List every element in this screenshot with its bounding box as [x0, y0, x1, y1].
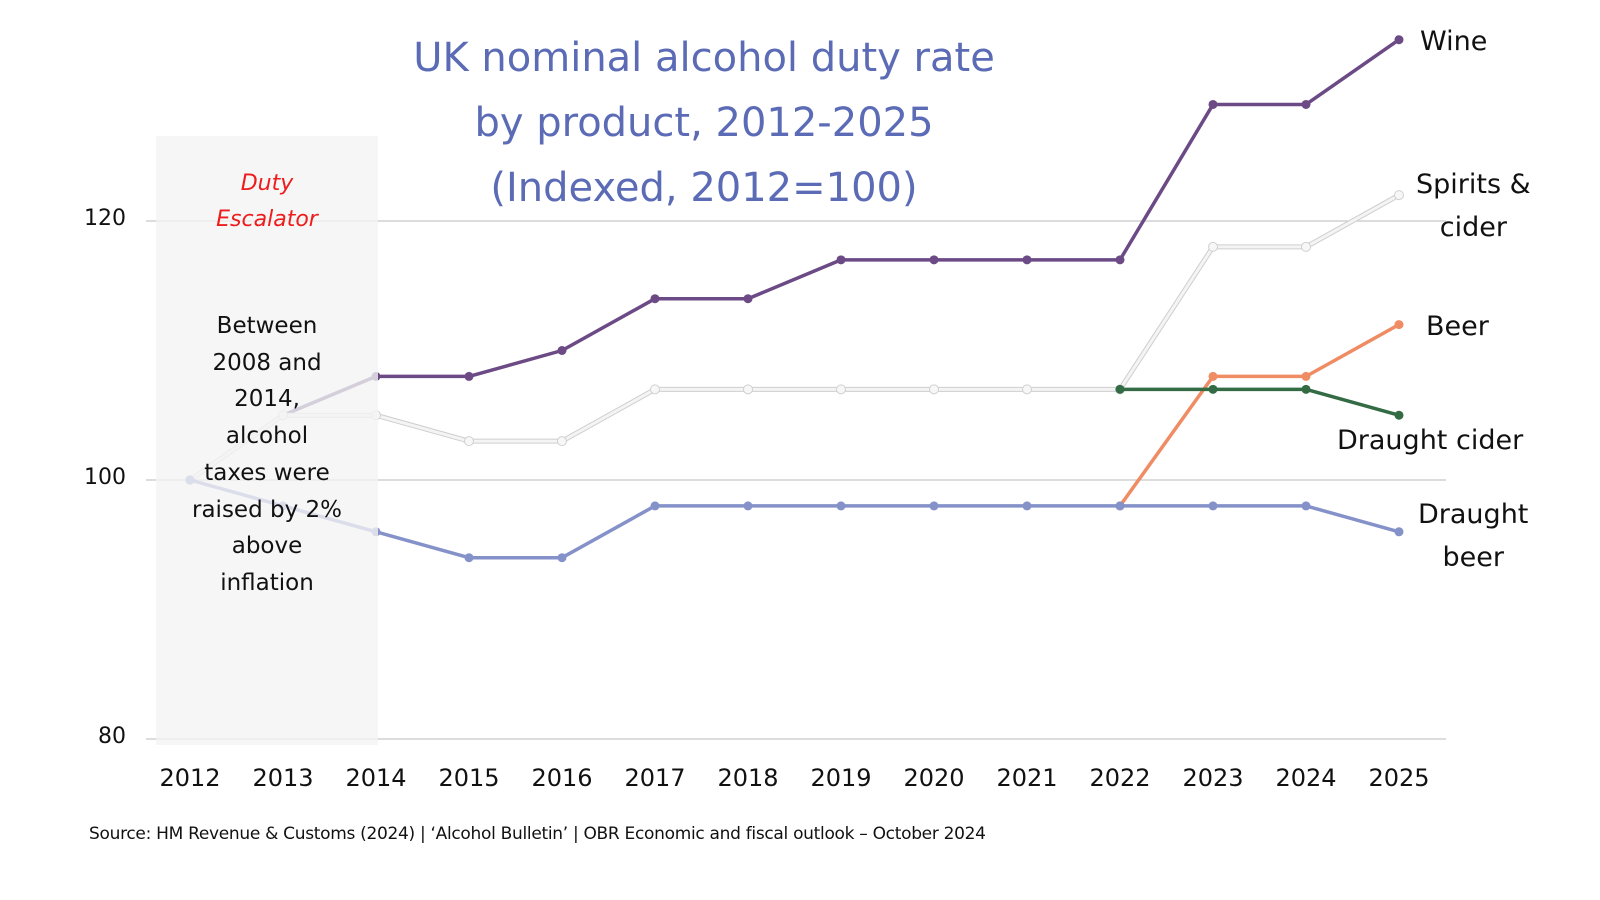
y-tick-label: 120 [84, 206, 126, 231]
x-tick-label: 2017 [624, 764, 686, 792]
data-point [1115, 255, 1125, 265]
data-point [464, 436, 474, 447]
chart-title-line: by product, 2012-2025 [474, 100, 934, 146]
series-line [189, 38, 1400, 482]
data-point [1394, 320, 1404, 330]
x-tick-label: 2019 [810, 764, 872, 792]
data-point [1208, 371, 1218, 381]
y-tick-label: 80 [98, 724, 126, 749]
data-point [1394, 527, 1404, 537]
x-tick-label: 2018 [717, 764, 779, 792]
data-point [1208, 99, 1218, 109]
duty-escalator-heading-line: Escalator [216, 207, 318, 232]
data-point [1301, 371, 1311, 381]
series-line [189, 478, 1400, 560]
data-point [743, 294, 753, 304]
duty-escalator-heading-line: Duty [240, 171, 294, 196]
x-tick-label: 2023 [1182, 764, 1244, 792]
data-point [1208, 501, 1218, 511]
x-tick-label: 2024 [1275, 764, 1337, 792]
data-point [1301, 501, 1311, 511]
x-tick-label: 2016 [531, 764, 593, 792]
data-point [464, 371, 474, 381]
data-point [650, 501, 660, 511]
duty-escalator-region [156, 136, 378, 745]
data-point [836, 384, 846, 395]
data-point [1301, 99, 1311, 109]
series-label-spirits-cider: Spirits & cider [1416, 163, 1531, 249]
data-point [929, 501, 939, 511]
data-point [836, 501, 846, 511]
series-lines [185, 35, 1404, 563]
data-point [1394, 35, 1404, 45]
chart-title: UK nominal alcohol duty rate by product,… [354, 26, 1054, 221]
data-point [1115, 501, 1125, 511]
duty-escalator-shade [156, 136, 378, 745]
data-point [743, 501, 753, 511]
note-line: 2008 and [212, 349, 322, 376]
data-point [650, 384, 660, 395]
note-line: 2014, [234, 386, 300, 413]
note-line: above [231, 533, 303, 560]
series-label-line: Wine [1420, 26, 1488, 57]
duty-escalator-note: Between 2008 and 2014, alcohol taxes wer… [171, 308, 363, 602]
data-point [557, 346, 567, 355]
data-point [743, 384, 753, 395]
series-draught-beer [185, 475, 1404, 563]
series-label-line: cider [1439, 212, 1507, 243]
data-point [464, 553, 474, 563]
series-draught-cider [1115, 384, 1404, 420]
note-line: alcohol [225, 423, 309, 450]
note-line: taxes were [204, 459, 330, 486]
note-line: Between [216, 313, 318, 339]
x-tick-label: 2015 [438, 764, 500, 792]
data-point [1301, 384, 1311, 394]
series-label-beer: Beer [1426, 305, 1489, 348]
x-tick-label: 2021 [996, 764, 1058, 792]
data-point [1022, 384, 1032, 395]
data-point [1301, 241, 1311, 252]
series-line [1118, 323, 1400, 507]
data-point [1394, 190, 1404, 201]
note-line: raised by 2% [192, 496, 342, 523]
data-point [1115, 384, 1125, 394]
x-tick-label: 2013 [252, 764, 314, 792]
data-point [929, 384, 939, 395]
series-line [189, 193, 1400, 482]
data-point [1208, 384, 1218, 394]
x-tick-label: 2012 [159, 764, 221, 792]
x-tick-label: 2020 [903, 764, 965, 792]
source-note: Source: HM Revenue & Customs (2024) | ‘A… [89, 824, 986, 844]
data-point [1208, 241, 1218, 252]
duty-escalator-heading: Duty Escalator [156, 166, 378, 238]
y-tick-label: 100 [84, 465, 126, 490]
series-label-line: Spirits & [1416, 169, 1531, 200]
chart-title-line: (Indexed, 2012=100) [490, 165, 918, 211]
series-label-line: beer [1442, 542, 1504, 573]
series-beer [1115, 320, 1404, 511]
data-point [557, 553, 567, 563]
data-point [1022, 255, 1032, 265]
data-point [557, 436, 567, 447]
data-point [1022, 501, 1032, 511]
chart-title-line: UK nominal alcohol duty rate [413, 35, 995, 81]
series-label-line: Draught cider [1337, 425, 1524, 456]
x-tick-label: 2025 [1368, 764, 1430, 792]
x-tick-label: 2022 [1089, 764, 1151, 792]
series-label-wine: Wine [1420, 20, 1487, 63]
data-point [836, 255, 846, 265]
series-label-draught-beer: Draught beer [1418, 493, 1528, 579]
series-line [1120, 387, 1400, 417]
data-point [1394, 410, 1404, 420]
note-line: inflation [220, 569, 314, 596]
series-label-line: Draught [1418, 499, 1529, 530]
series-label-draught-cider: Draught cider [1337, 419, 1523, 462]
data-point [929, 255, 939, 265]
series-label-line: Beer [1426, 311, 1489, 342]
data-point [650, 294, 660, 304]
x-tick-label: 2014 [345, 764, 407, 792]
